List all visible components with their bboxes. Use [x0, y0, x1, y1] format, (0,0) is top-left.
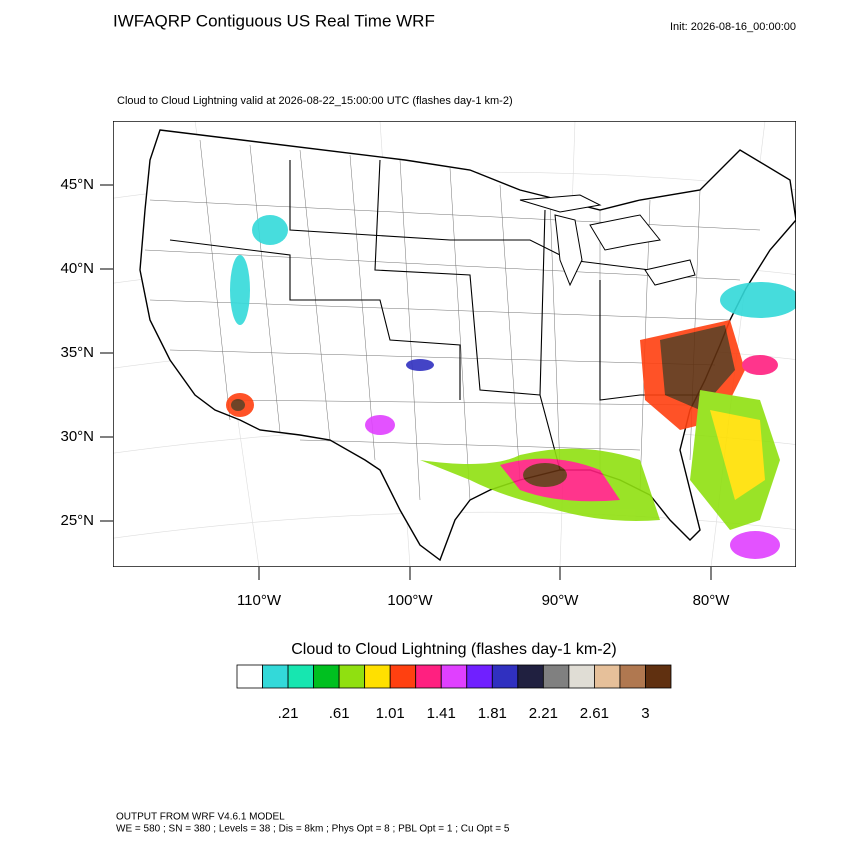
- lon-label: 110°W: [237, 592, 282, 609]
- colorbar-label: 2.21: [529, 705, 558, 722]
- colorbar-swatch: [313, 664, 340, 689]
- map: [113, 121, 796, 567]
- init-time: Init: 2026-08-16_00:00:00: [670, 21, 796, 33]
- lat-label: 45°N: [60, 176, 94, 193]
- colorbar-swatch: [262, 664, 289, 689]
- colorbar-label: .61: [329, 705, 350, 722]
- colorbar-swatch: [466, 664, 493, 689]
- colorbar-label: 3: [641, 705, 649, 722]
- colorbar: .21 .61 1.01 1.41 1.81 2.21 2.61 3: [236, 664, 672, 722]
- footer-line: WE = 580 ; SN = 380 ; Levels = 38 ; Dis …: [116, 824, 510, 835]
- colorbar-swatch: [236, 664, 263, 689]
- title: IWFAQRP Contiguous US Real Time WRF: [113, 11, 435, 30]
- latitude-labels: 45°N 40°N 35°N 30°N 25°N: [60, 176, 113, 529]
- lat-label: 35°N: [60, 344, 94, 361]
- colorbar-swatch: [415, 664, 442, 689]
- colorbar-swatch: [389, 664, 417, 689]
- longitude-labels: 110°W 100°W 90°W 80°W: [237, 567, 730, 609]
- colorbar-swatch: [542, 664, 570, 689]
- colorbar-swatch: [364, 664, 391, 689]
- colorbar-title: Cloud to Cloud Lightning (flashes day-1 …: [291, 641, 617, 658]
- colorbar-label: 2.61: [580, 705, 609, 722]
- lat-label: 30°N: [60, 428, 94, 445]
- lon-label: 80°W: [693, 592, 731, 609]
- colorbar-swatch: [619, 664, 646, 689]
- lat-label: 25°N: [60, 512, 94, 529]
- colorbar-label: .21: [278, 705, 299, 722]
- colorbar-swatch: [568, 664, 595, 689]
- colorbar-swatch: [440, 664, 468, 689]
- colorbar-swatch: [338, 664, 366, 689]
- lon-label: 100°W: [387, 592, 433, 609]
- footer-line: OUTPUT FROM WRF V4.6.1 MODEL: [116, 812, 285, 823]
- colorbar-swatch: [645, 664, 672, 689]
- lat-label: 40°N: [60, 260, 94, 277]
- colorbar-swatch: [517, 664, 544, 689]
- colorbar-swatch: [287, 664, 314, 689]
- colorbar-swatch: [491, 664, 519, 689]
- map-subtitle: Cloud to Cloud Lightning valid at 2026-0…: [117, 95, 513, 107]
- colorbar-label: 1.81: [478, 705, 507, 722]
- lon-label: 90°W: [542, 592, 580, 609]
- colorbar-label: 1.41: [427, 705, 456, 722]
- colorbar-label: 1.01: [376, 705, 405, 722]
- colorbar-swatch: [594, 664, 621, 689]
